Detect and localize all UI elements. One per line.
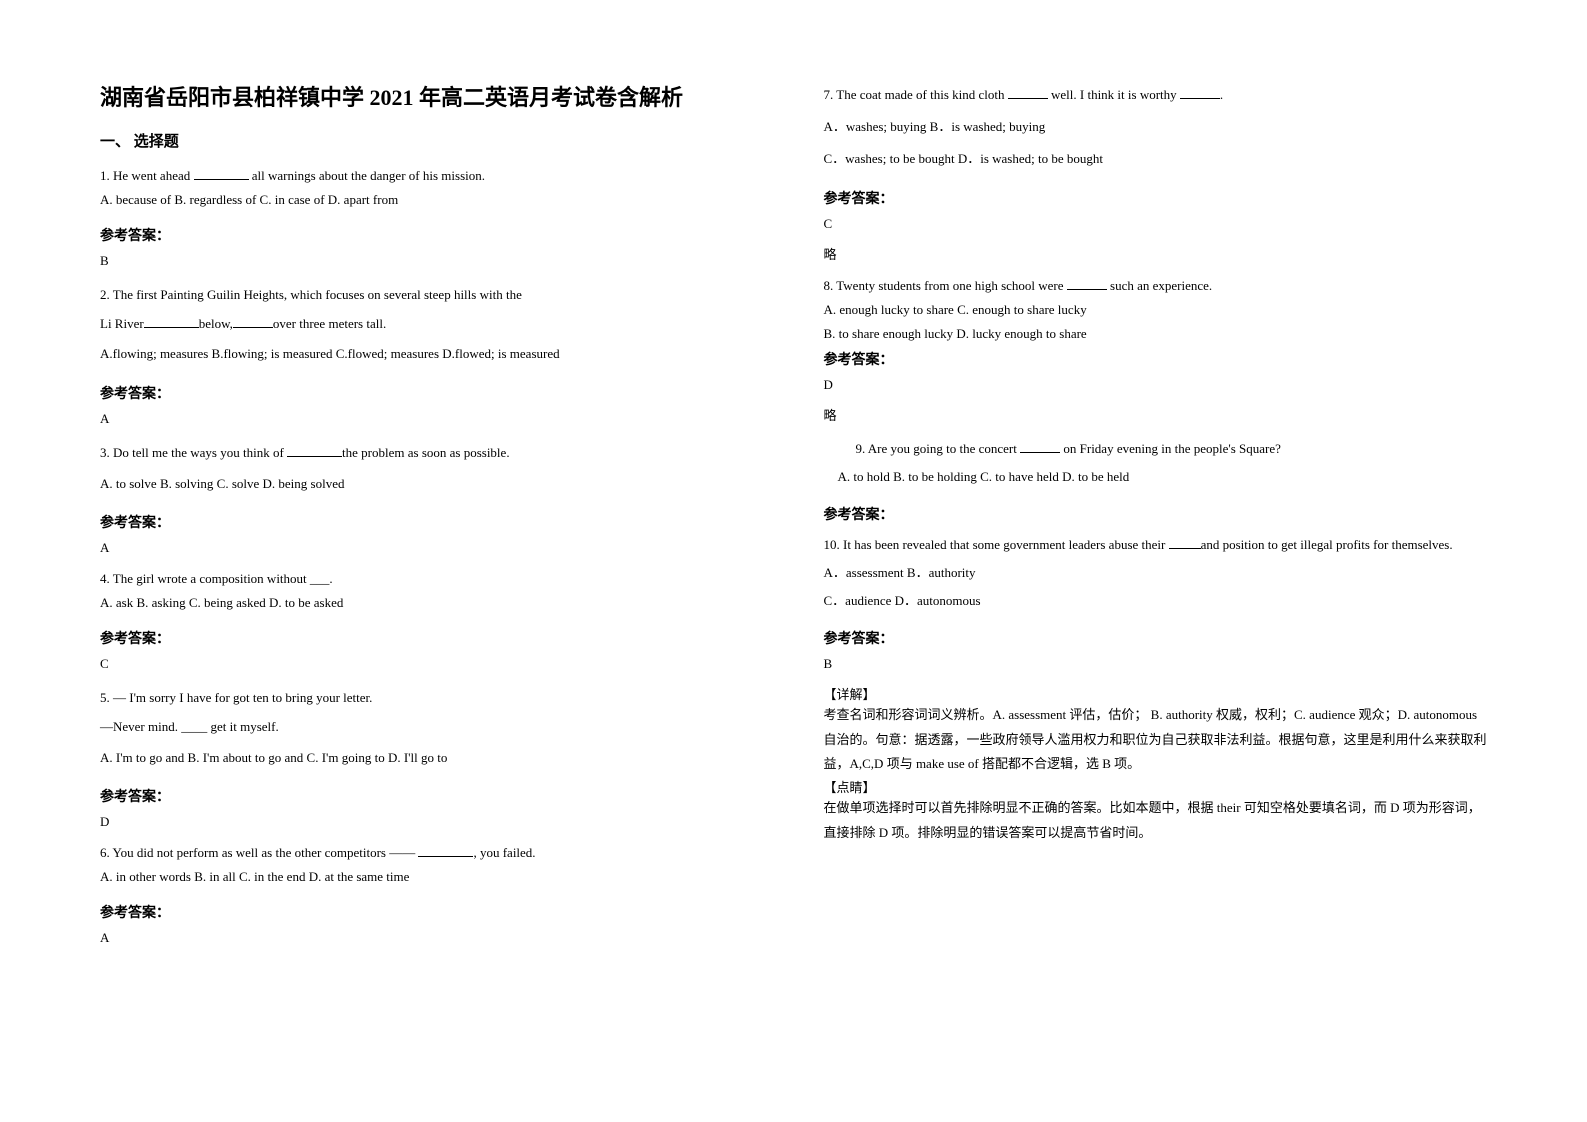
answer-label: 参考答案： (824, 628, 1488, 648)
q2-stem2-c: over three meters tall. (273, 316, 386, 331)
blank (1008, 87, 1048, 99)
blank (233, 316, 273, 328)
q8-note: 略 (824, 405, 1488, 424)
answer-label: 参考答案： (824, 188, 1488, 208)
q1-stem-a: 1. He went ahead (100, 168, 194, 183)
q7-options-row2: C．washes; to be bought D．is washed; to b… (824, 144, 1488, 174)
blank (418, 845, 473, 857)
answer-label: 参考答案： (100, 902, 764, 922)
blank (1169, 537, 1201, 549)
blank (194, 168, 249, 180)
q1-stem-b: all warnings about the danger of his mis… (249, 168, 486, 183)
left-column: 湖南省岳阳市县柏祥镇中学 2021 年高二英语月考试卷含解析 一、 选择题 1.… (100, 80, 764, 1082)
answer-label: 参考答案： (824, 504, 1488, 524)
q10-options2: C．audience D．autonomous (824, 588, 1488, 614)
q7-options-row1: A．washes; buying B．is washed; buying (824, 112, 1488, 142)
question-4: 4. The girl wrote a composition without … (100, 568, 764, 614)
q1-answer: B (100, 253, 764, 269)
q7-stem-a: 7. The coat made of this kind cloth (824, 87, 1008, 102)
q10-options1: A．assessment B．authority (824, 560, 1488, 586)
q10-stem-a: 10. It has been revealed that some gover… (824, 537, 1169, 552)
answer-label: 参考答案： (824, 349, 1488, 369)
blank (144, 316, 199, 328)
page-title: 湖南省岳阳市县柏祥镇中学 2021 年高二英语月考试卷含解析 (100, 80, 764, 112)
q3-answer: A (100, 540, 764, 556)
question-7: 7. The coat made of this kind cloth well… (824, 80, 1488, 174)
q4-stem: 4. The girl wrote a composition without … (100, 568, 764, 590)
q3-stem: 3. Do tell me the ways you think of the … (100, 439, 764, 468)
answer-label: 参考答案： (100, 383, 764, 403)
q8-options1: A. enough lucky to share C. enough to sh… (824, 299, 1488, 321)
q9-stem-b: on Friday evening in the people's Square… (1060, 441, 1281, 456)
q4-options: A. ask B. asking C. being asked D. to be… (100, 592, 764, 614)
q4-answer: C (100, 656, 764, 672)
q10-stem: 10. It has been revealed that some gover… (824, 532, 1488, 558)
q8-stem: 8. Twenty students from one high school … (824, 275, 1488, 297)
q7-optA: A．washes; buying (824, 119, 927, 134)
q1-options: A. because of B. regardless of C. in cas… (100, 189, 764, 211)
q3-options: A. to solve B. solving C. solve D. being… (100, 470, 764, 499)
q2-answer: A (100, 411, 764, 427)
q6-options: A. in other words B. in all C. in the en… (100, 866, 764, 888)
q5-stem1: 5. — I'm sorry I have for got ten to bri… (100, 684, 764, 713)
right-column: 7. The coat made of this kind cloth well… (824, 80, 1488, 1082)
q8-stem-b: such an experience. (1107, 278, 1212, 293)
q9-stem: 9. Are you going to the concert on Frida… (824, 436, 1488, 462)
answer-label: 参考答案： (100, 786, 764, 806)
point-text: 在做单项选择时可以首先排除明显不正确的答案。比如本题中，根据 their 可知空… (824, 796, 1488, 845)
q10-answer: B (824, 656, 1488, 672)
q5-stem2: —Never mind. ____ get it myself. (100, 713, 764, 742)
q7-optD: D．is washed; to be bought (958, 151, 1103, 166)
q2-stem1: 2. The first Painting Guilin Heights, wh… (100, 281, 764, 310)
q7-answer: C (824, 216, 1488, 232)
question-3: 3. Do tell me the ways you think of the … (100, 439, 764, 498)
detail-label: 【详解】 (824, 684, 1488, 703)
q1-stem: 1. He went ahead all warnings about the … (100, 165, 764, 187)
q7-stem-b: well. I think it is worthy (1048, 87, 1180, 102)
q10-stem-b: and position to get illegal profits for … (1201, 537, 1453, 552)
detail-text: 考查名词和形容词词义辨析。A. assessment 评估，估价； B. aut… (824, 703, 1488, 777)
q9-stem-a: 9. Are you going to the concert (856, 441, 1021, 456)
blank (287, 445, 342, 457)
question-8: 8. Twenty students from one high school … (824, 275, 1488, 345)
q7-note: 略 (824, 244, 1488, 263)
question-5: 5. — I'm sorry I have for got ten to bri… (100, 684, 764, 772)
q5-answer: D (100, 814, 764, 830)
section-header: 一、 选择题 (100, 130, 764, 151)
q7-optC: C．washes; to be bought (824, 151, 955, 166)
q7-optB: B．is washed; buying (930, 119, 1046, 134)
q6-stem: 6. You did not perform as well as the ot… (100, 842, 764, 864)
blank (1020, 441, 1060, 453)
question-2: 2. The first Painting Guilin Heights, wh… (100, 281, 764, 369)
point-label: 【点睛】 (824, 777, 1488, 796)
q6-stem-b: , you failed. (473, 845, 535, 860)
q8-stem-a: 8. Twenty students from one high school … (824, 278, 1067, 293)
question-6: 6. You did not perform as well as the ot… (100, 842, 764, 888)
q6-stem-a: 6. You did not perform as well as the ot… (100, 845, 418, 860)
q2-options: A.flowing; measures B.flowing; is measur… (100, 340, 764, 369)
q8-answer: D (824, 377, 1488, 393)
q3-stem-b: the problem as soon as possible. (342, 445, 510, 460)
blank (1067, 278, 1107, 290)
question-10: 10. It has been revealed that some gover… (824, 532, 1488, 614)
q7-stem: 7. The coat made of this kind cloth well… (824, 80, 1488, 110)
q6-answer: A (100, 930, 764, 946)
q8-options2: B. to share enough lucky D. lucky enough… (824, 323, 1488, 345)
q7-stem-c: . (1220, 87, 1223, 102)
q2-stem2: Li River below, over three meters tall. (100, 310, 764, 339)
question-9: 9. Are you going to the concert on Frida… (824, 436, 1488, 490)
answer-label: 参考答案： (100, 512, 764, 532)
q3-stem-a: 3. Do tell me the ways you think of (100, 445, 287, 460)
question-1: 1. He went ahead all warnings about the … (100, 165, 764, 211)
q5-options: A. I'm to go and B. I'm about to go and … (100, 744, 764, 773)
q2-stem2-a: Li River (100, 316, 144, 331)
blank (1180, 87, 1220, 99)
answer-label: 参考答案： (100, 628, 764, 648)
answer-label: 参考答案： (100, 225, 764, 245)
q2-stem2-b: below, (199, 316, 233, 331)
q9-options: A. to hold B. to be holding C. to have h… (824, 464, 1488, 490)
